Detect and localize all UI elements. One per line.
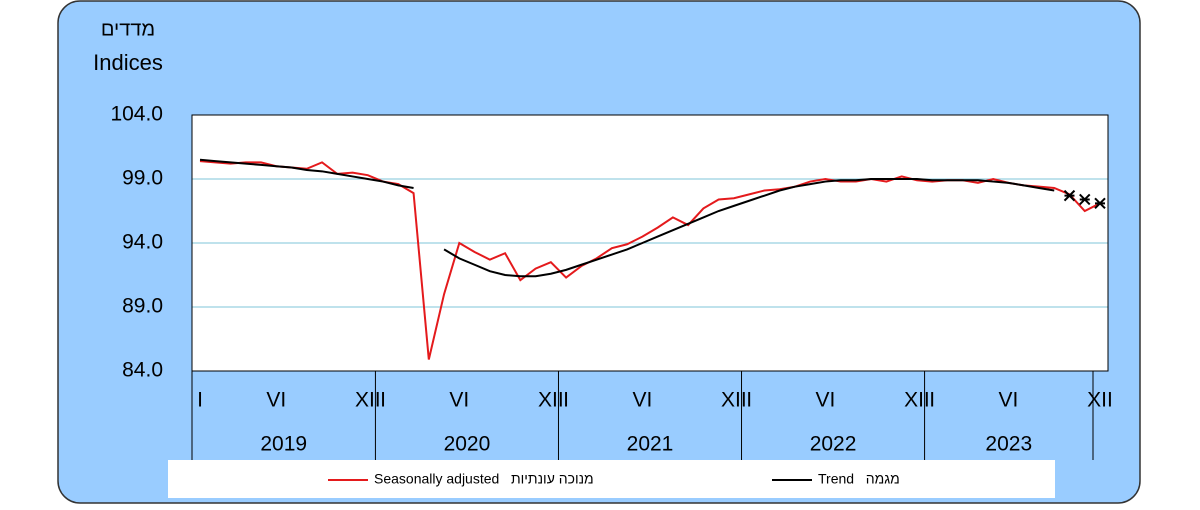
legend-label: Seasonally adjusted מנוכה עונתיות — [374, 471, 594, 487]
year-label: 2019 — [260, 433, 307, 456]
y-tick-label: 89.0 — [122, 295, 163, 318]
x-tick-label: VI — [449, 389, 469, 412]
y-label-he: מדדים — [101, 18, 155, 40]
year-label: 2020 — [444, 433, 491, 456]
plot-border — [191, 114, 1109, 372]
x-tick-label: XII — [355, 389, 381, 412]
point-marker — [1094, 197, 1106, 210]
x-tick-label: I — [197, 389, 203, 412]
x-tick-label: XII — [538, 389, 564, 412]
point-marker — [1079, 193, 1091, 206]
y-tick-label: 84.0 — [122, 359, 163, 382]
point-marker — [1063, 189, 1076, 202]
year-label: 2023 — [985, 433, 1032, 456]
x-tick-label: VI — [816, 389, 836, 412]
y-tick-label: 99.0 — [122, 167, 163, 190]
x-tick-label: XII — [904, 389, 930, 412]
x-tick-label: I — [563, 389, 569, 412]
x-tick-label: I — [380, 389, 386, 412]
y-tick-label: 94.0 — [122, 231, 163, 254]
x-tick-label: I — [929, 389, 935, 412]
legend-label: Trend מגמה — [818, 471, 900, 487]
x-tick-label: XII — [721, 389, 747, 412]
year-label: 2021 — [627, 433, 674, 456]
x-tick-label: VI — [632, 389, 652, 412]
x-tick-label: XII — [1087, 389, 1113, 412]
x-tick-label: I — [746, 389, 752, 412]
year-label: 2022 — [810, 433, 857, 456]
series-line — [199, 158, 1055, 278]
x-tick-label: VI — [999, 389, 1019, 412]
y-label: Indices — [93, 50, 163, 75]
x-tick-label: VI — [266, 389, 286, 412]
y-tick-label: 104.0 — [110, 103, 163, 126]
legend-box — [168, 460, 1055, 498]
